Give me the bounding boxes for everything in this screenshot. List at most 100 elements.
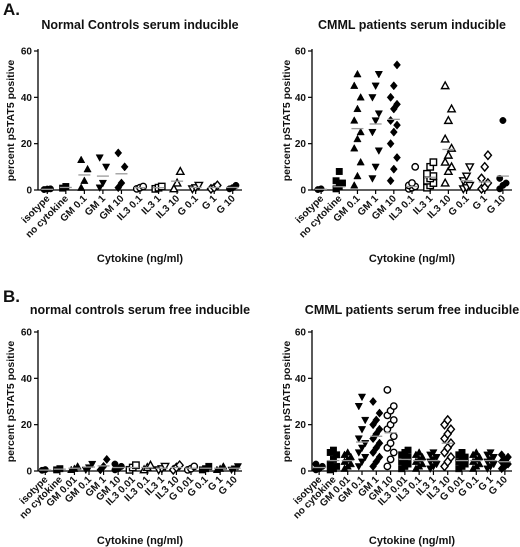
data-point — [423, 169, 431, 178]
data-point — [375, 452, 384, 462]
y-tick-label: 20 — [295, 420, 307, 431]
data-point — [443, 414, 453, 426]
data-point — [389, 81, 398, 91]
data-point — [339, 179, 346, 187]
data-point — [371, 163, 380, 172]
data-point — [440, 156, 451, 166]
data-point — [356, 127, 365, 136]
data-point — [389, 448, 398, 457]
data-point — [84, 464, 94, 472]
data-point — [354, 463, 363, 471]
data-point — [374, 71, 383, 79]
data-point — [483, 150, 493, 161]
data-point — [354, 435, 363, 443]
data-point — [497, 450, 506, 460]
data-point — [356, 92, 365, 101]
data-point — [386, 139, 395, 149]
data-point — [333, 462, 341, 470]
data-point — [357, 426, 367, 434]
data-point — [120, 162, 129, 172]
data-point — [443, 149, 454, 159]
data-point — [502, 179, 510, 187]
data-point — [389, 416, 398, 424]
data-point — [102, 454, 111, 464]
y-tick-label: 0 — [300, 186, 306, 197]
data-point — [374, 147, 383, 155]
y-tick-label: 60 — [295, 328, 307, 339]
data-point — [477, 173, 486, 184]
data-point — [472, 448, 481, 456]
data-point — [350, 181, 359, 189]
data-point — [350, 116, 359, 124]
data-point — [353, 104, 362, 113]
data-point — [354, 449, 363, 457]
panel-label-a: A. — [3, 0, 20, 19]
data-point — [318, 462, 326, 470]
data-point — [383, 462, 392, 471]
data-point — [95, 184, 104, 193]
data-point — [429, 449, 438, 457]
data-point — [389, 164, 398, 174]
data-point — [375, 438, 384, 448]
data-point — [77, 183, 86, 191]
data-point — [386, 455, 395, 464]
data-point — [496, 174, 504, 182]
data-point — [372, 415, 381, 425]
data-point — [329, 446, 337, 454]
data-point — [83, 164, 92, 173]
data-point — [353, 69, 362, 78]
data-point — [312, 460, 320, 468]
x-axis-label: Cytokine (ng/ml) — [369, 535, 456, 547]
chart-title: Normal Controls serum inducible — [41, 18, 238, 32]
data-point — [346, 459, 356, 468]
data-point — [464, 163, 475, 173]
data-point — [393, 99, 401, 109]
y-tick-label: 40 — [295, 374, 307, 385]
x-axis-label: Cytokine (ng/ml) — [97, 535, 184, 547]
data-point — [375, 424, 384, 434]
data-point — [354, 403, 363, 411]
y-tick-label: 0 — [26, 186, 32, 197]
y-axis-label: percent pSTAT5 positive — [281, 60, 293, 182]
y-tick-label: 20 — [21, 420, 33, 431]
data-point — [443, 115, 454, 125]
data-point — [117, 462, 125, 470]
x-tick-label: G 0.1 — [447, 193, 472, 218]
data-point — [62, 183, 70, 190]
data-point — [353, 134, 362, 143]
data-point — [480, 161, 490, 173]
y-tick-label: 40 — [295, 93, 307, 104]
data-point — [440, 177, 451, 187]
data-point — [386, 115, 395, 126]
data-point — [446, 424, 456, 435]
data-point — [461, 172, 472, 182]
data-point — [233, 463, 243, 471]
data-point — [368, 128, 377, 137]
data-point — [415, 448, 424, 456]
data-point — [393, 60, 401, 70]
data-point — [350, 81, 359, 89]
data-point — [219, 462, 228, 470]
chart-panel-1: Normal Controls serum inducible percent p… — [5, 18, 242, 265]
data-point — [361, 416, 370, 425]
data-point — [117, 178, 126, 188]
data-point — [157, 182, 166, 191]
y-tick-label: 60 — [295, 47, 307, 58]
chart-title: normal controls serum free inducible — [30, 303, 250, 317]
data-point — [371, 117, 380, 125]
data-point — [429, 158, 438, 167]
y-tick-label: 20 — [295, 139, 307, 150]
y-axis-label: percent pSTAT5 positive — [281, 341, 293, 463]
data-point — [132, 461, 140, 470]
y-tick-label: 60 — [21, 328, 33, 339]
data-point — [95, 154, 104, 162]
panel-label-b: B. — [3, 287, 20, 306]
data-point — [389, 402, 398, 411]
data-point — [389, 127, 398, 137]
data-point — [408, 179, 416, 187]
data-point — [486, 449, 495, 457]
data-point — [172, 177, 182, 187]
y-tick-label: 40 — [21, 374, 33, 385]
x-tick-label: G 10 — [485, 193, 508, 216]
